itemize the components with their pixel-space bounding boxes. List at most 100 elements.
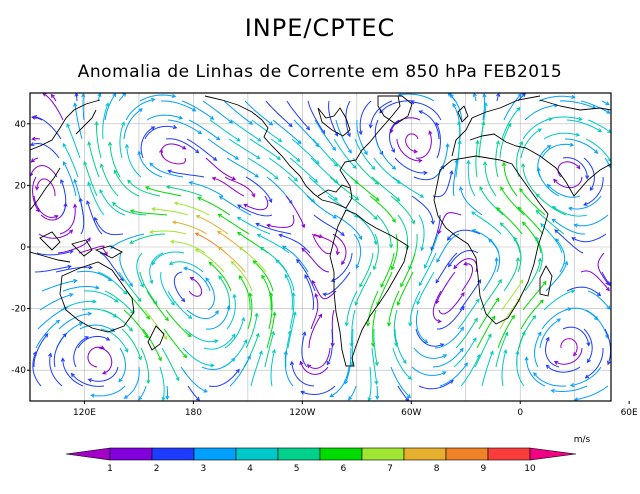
streamline [261,275,272,311]
streamline [102,309,133,332]
streamline-arrow [151,261,156,266]
streamline-arrow [449,169,454,175]
streamline [538,95,575,102]
streamline [301,385,336,396]
streamline [139,271,158,305]
streamline [372,309,377,347]
streamline-arrow [519,140,523,146]
streamline [32,351,42,387]
streamline-arrow [277,138,283,143]
streamline-arrow [476,353,481,359]
streamline [87,346,105,368]
streamline-arrow [545,336,550,342]
streamline-arrow [503,349,508,354]
streamline [285,195,305,228]
streamline-arrow [140,283,144,288]
streamline [37,307,68,330]
streamline [478,121,485,159]
streamline-arrow [498,278,502,284]
streamline-arrow [607,360,611,366]
streamline-arrow [128,282,133,288]
streamline [371,176,400,202]
streamline-arrow [479,186,484,191]
streamline [239,246,267,273]
streamline [247,157,279,180]
streamline-arrow [293,177,299,182]
streamline-arrow [32,351,37,356]
streamline [152,251,185,265]
streamline [197,197,231,216]
streamline [497,315,515,349]
streamline [127,179,161,197]
streamline-arrow [448,263,452,268]
streamline [326,328,333,365]
streamline [249,138,281,160]
streamline [100,328,129,353]
streamline-arrow [605,101,610,106]
streamline [208,369,240,387]
streamline-arrow [359,283,364,288]
streamline-arrow [363,150,368,156]
streamline [83,161,98,197]
streamline [53,333,67,368]
streamline [373,328,378,366]
streamline [601,271,611,286]
streamline [123,309,148,338]
streamline-arrow [256,234,262,238]
colorbar-segment [109,447,153,461]
streamline [354,138,376,170]
streamline [218,246,246,273]
streamline-arrow [545,364,551,369]
streamline-arrow [418,110,423,115]
streamline-arrow [138,108,143,113]
streamline [571,233,607,243]
streamline-arrow [60,179,65,184]
streamline [332,233,347,265]
streamline-arrow [274,175,279,180]
streamline-arrow [107,141,113,146]
streamline-arrow [437,319,442,324]
streamline-arrow [124,348,129,353]
streamline-arrow [272,311,277,316]
streamline [121,328,142,360]
streamline [97,93,101,102]
streamline-arrow [510,314,515,320]
streamline-arrow [537,128,542,133]
streamline-arrow [216,230,222,235]
streamline [34,265,71,273]
streamline [400,252,416,287]
streamline [231,261,253,292]
streamline-arrow [586,342,591,347]
streamline [149,230,187,235]
streamline [353,233,362,269]
streamline [418,380,454,390]
streamline [580,270,610,291]
streamline [229,355,251,387]
streamline-arrow [355,264,360,270]
streamline-arrow [535,209,540,214]
streamline [82,93,85,121]
streamline-arrow [248,120,254,125]
streamline [224,176,255,197]
streamline [63,161,77,197]
streamline [237,216,271,235]
streamline-arrow [573,352,578,357]
streamline [519,188,546,216]
streamline [432,290,442,322]
streamline [391,233,398,270]
streamline [488,238,501,273]
streamline [460,354,481,387]
streamline-arrow [306,126,311,131]
streamline-arrow [129,240,134,244]
colorbar-label: 10 [524,464,536,474]
streamline [415,131,432,159]
streamline-arrow [391,218,396,223]
streamline [42,93,64,121]
streamline-arrow [442,371,447,376]
streamline [266,214,295,228]
streamline-arrow [553,178,558,183]
streamline [96,121,102,159]
streamline [513,237,522,273]
streamline-arrow [150,97,156,102]
lat-tick-label: 0 [20,243,26,253]
